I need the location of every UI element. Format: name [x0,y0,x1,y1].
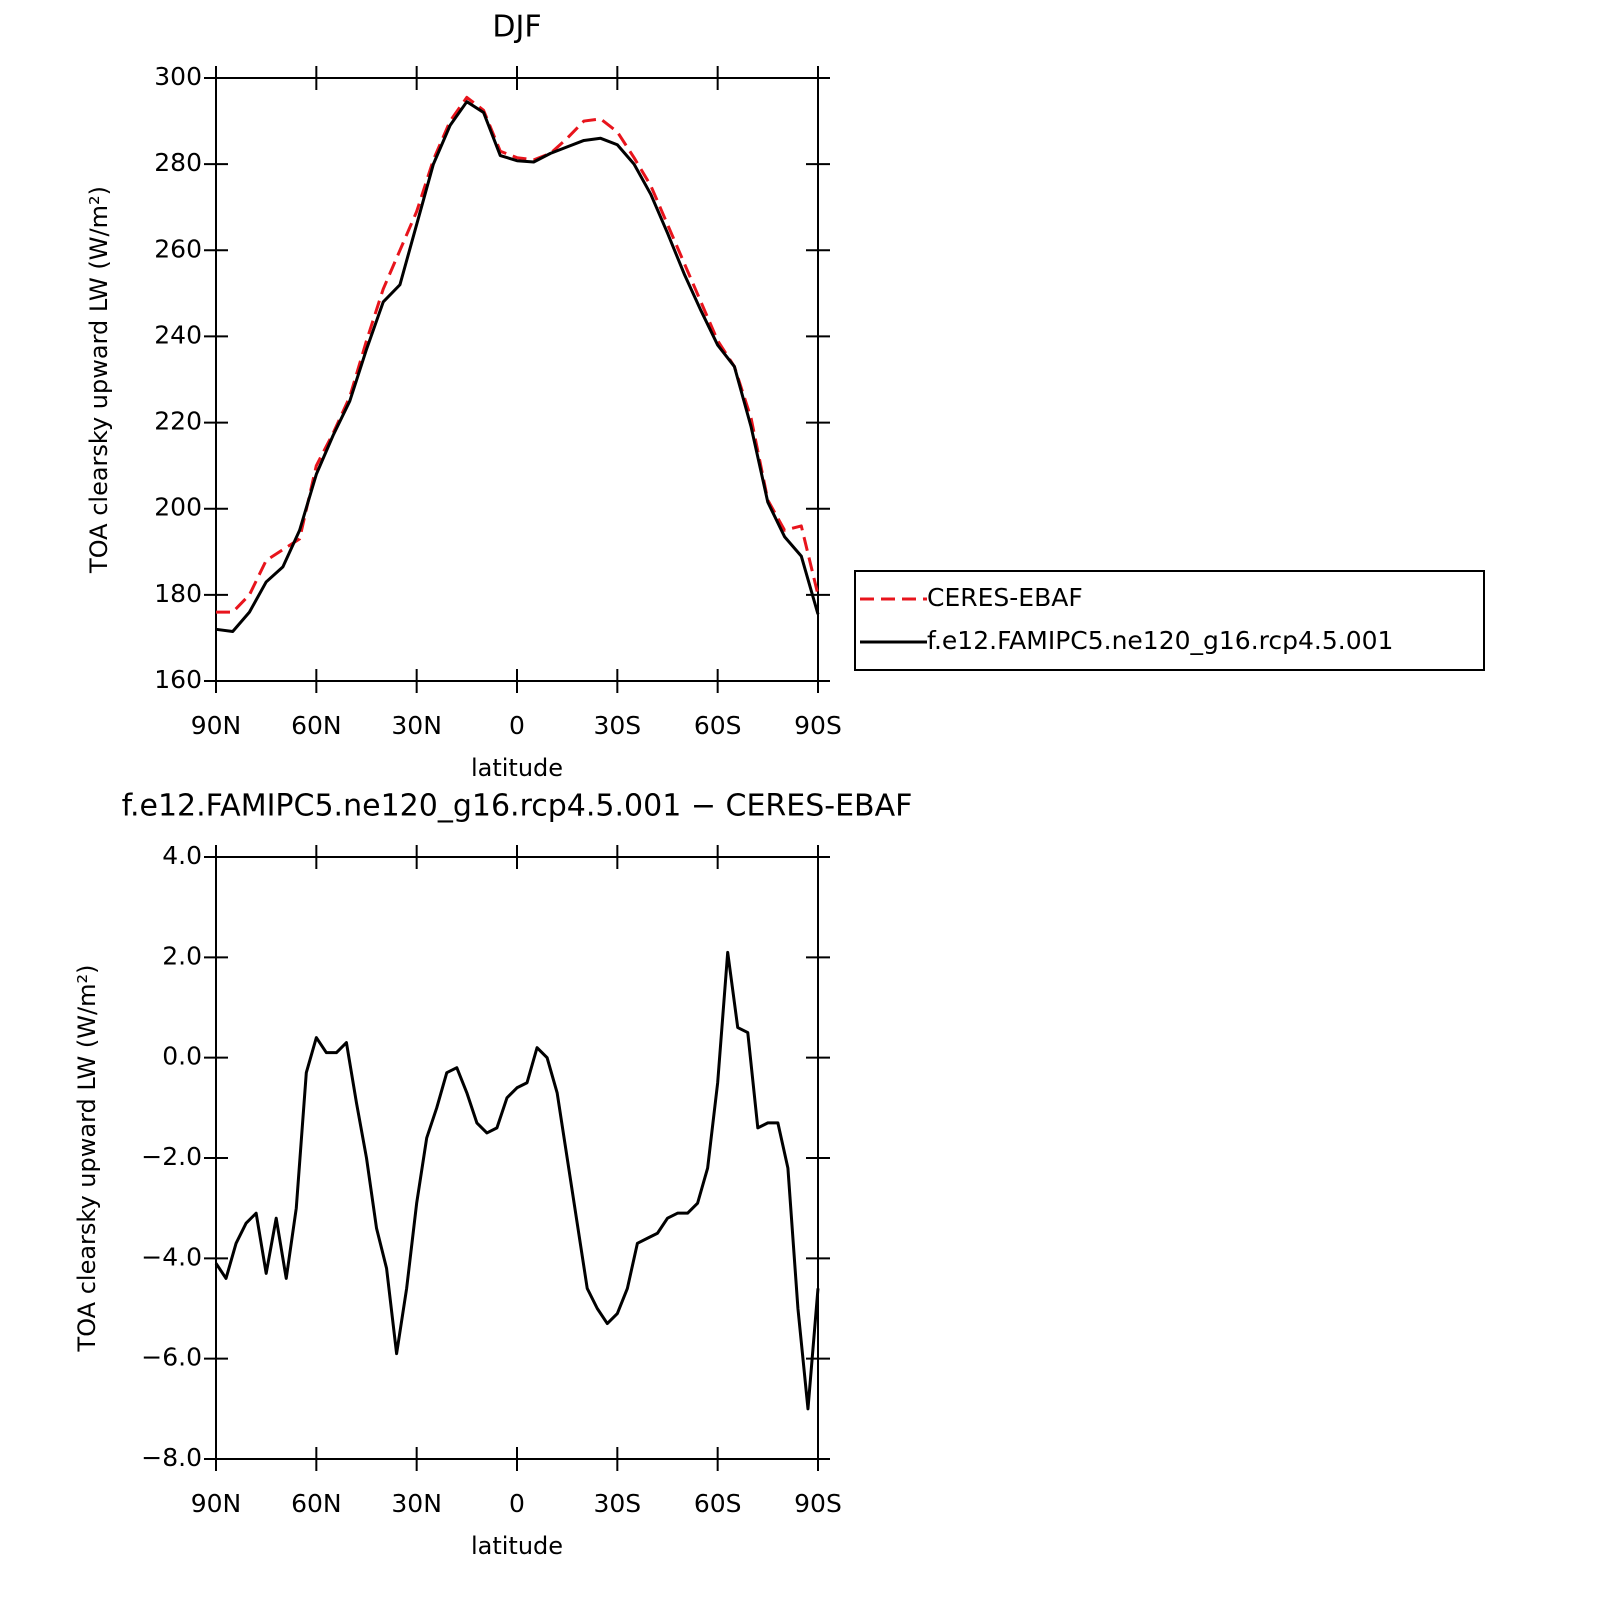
y-tick-label: 280 [154,148,202,177]
y-tick-label: 0.0 [162,1042,202,1071]
data-line [216,95,820,614]
plot-frame [215,77,819,682]
y-tick-label: −8.0 [141,1443,202,1472]
legend-label: CERES-EBAF [927,583,1083,612]
x-tick-label: 90S [794,711,842,740]
x-tick-label: 60N [291,711,342,740]
y-axis-label: TOA clearsky upward LW (W/m²) [73,965,101,1353]
x-tick-label: 90N [191,1489,242,1518]
x-tick-label: 90S [794,1489,842,1518]
x-tick-label: 30S [593,1489,641,1518]
y-tick-label: 240 [154,320,202,349]
y-tick-label: 180 [154,579,202,608]
y-tick-label: 160 [154,665,202,694]
x-tick-label: 90N [191,711,242,740]
data-line [215,100,820,633]
legend-box [854,570,1485,671]
x-axis-label: latitude [471,754,563,782]
x-tick-label: 30S [593,711,641,740]
plot-frame [215,856,819,1460]
y-axis-label: TOA clearsky upward LW (W/m²) [85,186,113,574]
y-tick-label: −4.0 [141,1242,202,1271]
y-tick-label: 260 [154,234,202,263]
y-tick-label: 200 [154,493,202,522]
x-tick-label: 60S [694,1489,742,1518]
data-line [214,950,820,1411]
y-tick-label: 220 [154,407,202,436]
y-tick-label: 300 [154,62,202,91]
x-tick-label: 30N [391,1489,442,1518]
x-tick-label: 0 [509,711,525,740]
chart-title: f.e12.FAMIPC5.ne120_g16.rcp4.5.001 − CER… [122,789,913,824]
chart-title: DJF [492,10,541,45]
x-tick-label: 60S [694,711,742,740]
legend-label: f.e12.FAMIPC5.ne120_g16.rcp4.5.001 [927,626,1393,655]
x-tick-label: 0 [509,1489,525,1518]
y-tick-label: 4.0 [162,841,202,870]
y-tick-label: −6.0 [141,1343,202,1372]
x-tick-label: 60N [291,1489,342,1518]
y-tick-label: −2.0 [141,1142,202,1171]
y-tick-label: 2.0 [162,941,202,970]
x-axis-label: latitude [471,1532,563,1560]
x-tick-label: 30N [391,711,442,740]
